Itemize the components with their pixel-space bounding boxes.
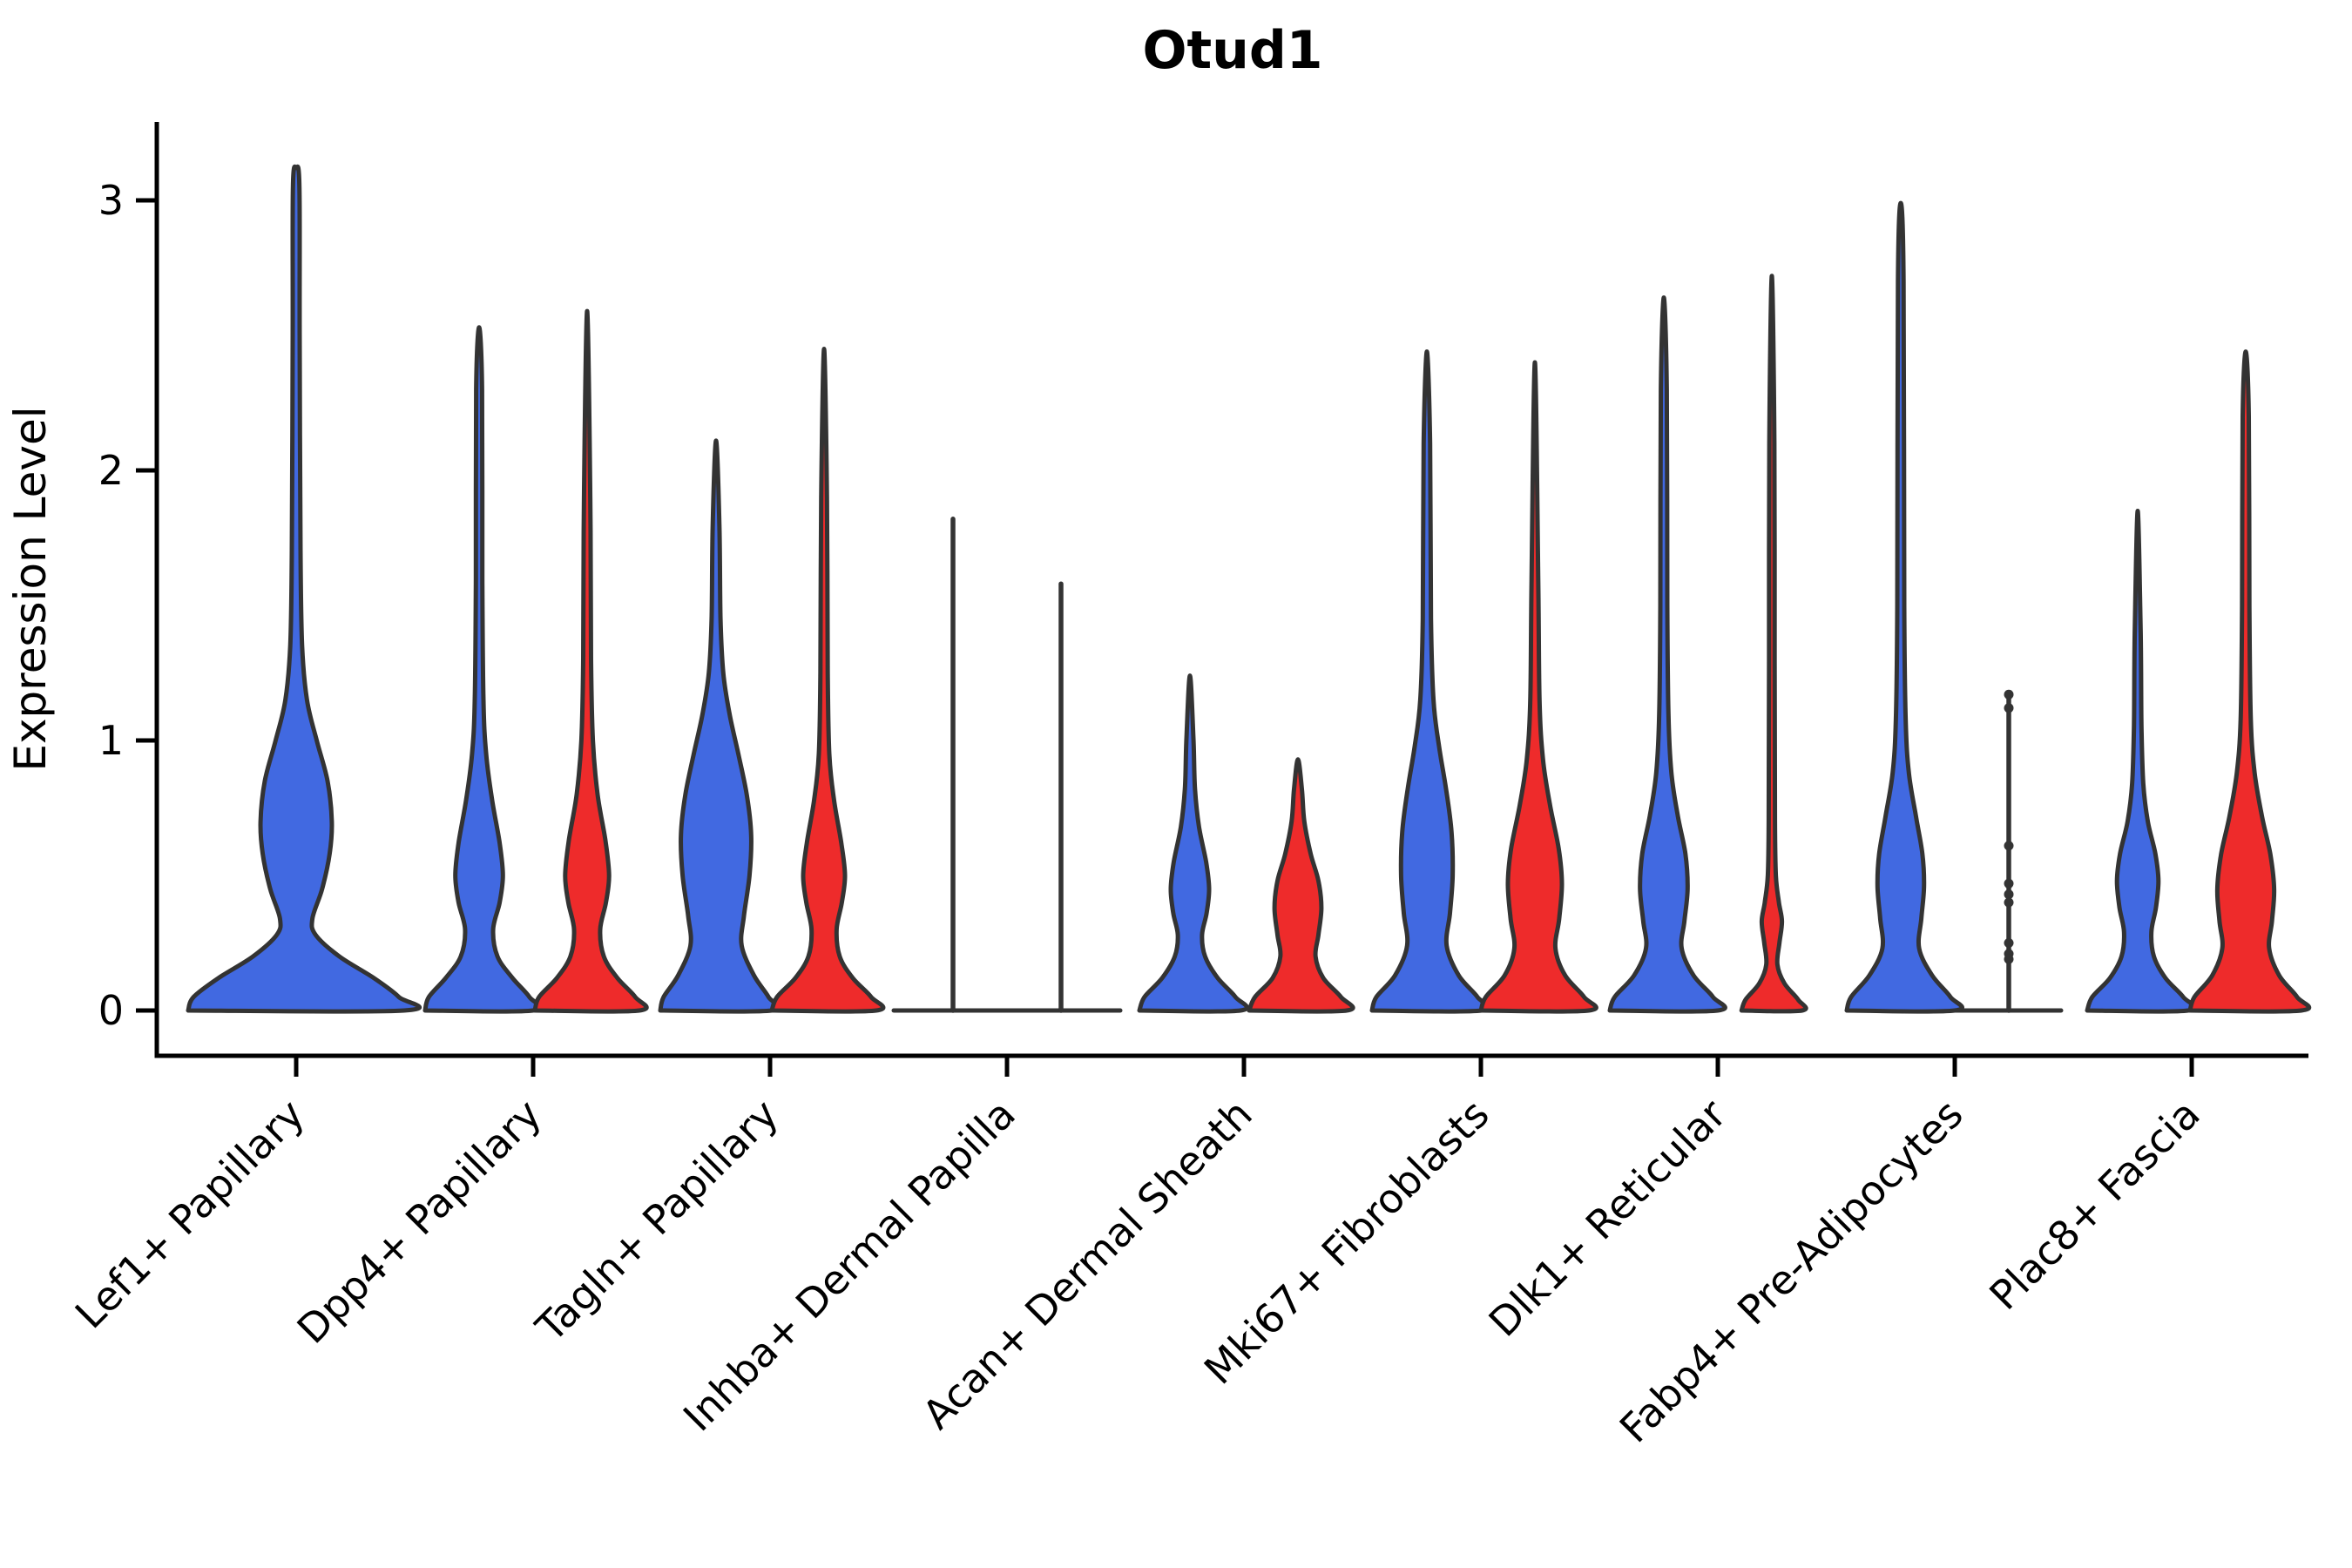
- violin-plac8-fascia-red: [2187, 349, 2312, 1014]
- violin-acan-dermal-sheath-red: [1247, 757, 1355, 1014]
- x-tick-label-lef1-papillary: Lef1+ Papillary: [66, 1091, 314, 1338]
- violin-fabp4-pre-adipocytes-blue: [1844, 200, 1964, 1014]
- violin-dpp4-papillary-red: [532, 308, 649, 1014]
- x-tick-label-plac8-fascia: Plac8+ Fascia: [1980, 1091, 2208, 1319]
- violin-dlk1-reticular-blue: [1607, 295, 1727, 1014]
- violin-tagln-papillary-blue: [658, 438, 782, 1014]
- violin-lef1-papillary-blue: [186, 164, 422, 1014]
- data-point-fabp4-pre-adipocytes: [2004, 841, 2014, 851]
- y-tick-label-1: 1: [98, 717, 124, 764]
- violin-mki67-fibroblasts-blue: [1369, 349, 1491, 1014]
- y-tick-label-0: 0: [98, 987, 124, 1034]
- y-ticks-group: 0 1 2 3: [98, 177, 157, 1034]
- data-point-fabp4-pre-adipocytes: [2004, 878, 2014, 889]
- data-point-fabp4-pre-adipocytes: [2004, 954, 2014, 964]
- x-tick-label-dlk1-reticular: Dlk1+ Reticular: [1480, 1091, 1735, 1346]
- data-point-fabp4-pre-adipocytes: [2004, 938, 2014, 948]
- violin-tagln-papillary-red: [769, 347, 886, 1014]
- y-tick-label-3: 3: [98, 177, 124, 224]
- violin-acan-dermal-sheath-blue: [1137, 673, 1249, 1014]
- data-point-fabp4-pre-adipocytes: [2004, 703, 2014, 713]
- violins-group: [186, 164, 2312, 1014]
- chart-title: Otud1: [1142, 20, 1322, 81]
- y-axis-label: Expression Level: [5, 406, 56, 771]
- x-tick-label-tagln-papillary: Tagln+ Papillary: [526, 1091, 787, 1352]
- violin-plac8-fascia-blue: [2085, 509, 2197, 1014]
- violin-dlk1-reticular-red: [1739, 274, 1808, 1014]
- violin-mki67-fibroblasts-red: [1478, 360, 1598, 1014]
- data-point-fabp4-pre-adipocytes: [2004, 689, 2014, 700]
- x-tick-label-dpp4-papillary: Dpp4+ Papillary: [288, 1091, 551, 1353]
- y-tick-label-2: 2: [98, 447, 124, 494]
- violin-dpp4-papillary-blue: [422, 325, 543, 1014]
- data-point-fabp4-pre-adipocytes: [2004, 897, 2014, 908]
- data-point-fabp4-pre-adipocytes: [2004, 889, 2014, 900]
